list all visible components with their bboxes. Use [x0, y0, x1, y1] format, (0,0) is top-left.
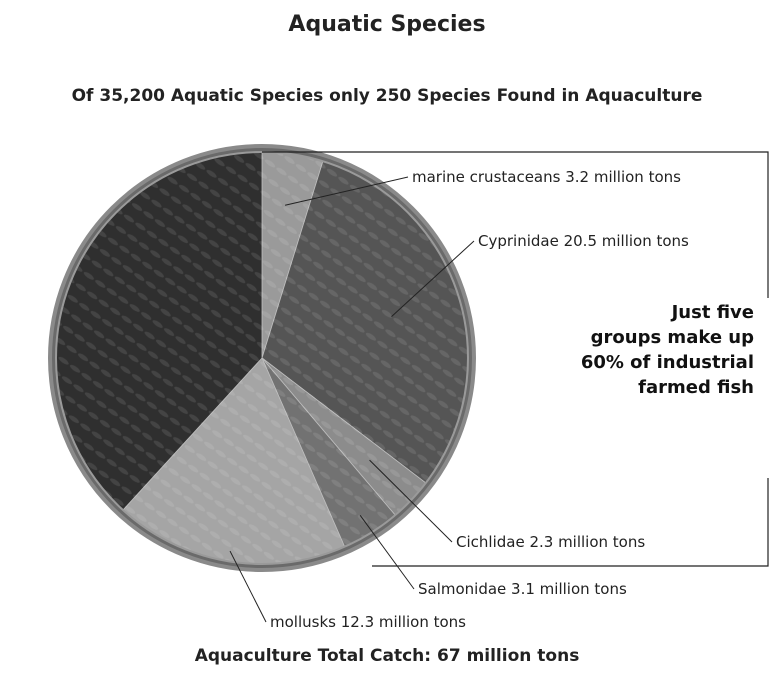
slice-label: marine crustaceans 3.2 million tons — [412, 168, 681, 186]
slice-label: Salmonidae 3.1 million tons — [418, 580, 627, 598]
slice-label: Cyprinidae 20.5 million tons — [478, 232, 689, 250]
leader-line — [284, 176, 409, 206]
leader-line — [391, 240, 475, 317]
callout-bracket — [262, 151, 769, 567]
leader-line — [229, 550, 267, 623]
callout-line: Just five — [671, 302, 754, 323]
callout-line: groups make up — [590, 327, 754, 348]
callout-line: farmed fish — [638, 377, 754, 398]
callout-line: 60% of industrial — [580, 352, 754, 373]
chart-subtitle: Of 35,200 Aquatic Species only 250 Speci… — [71, 86, 703, 106]
slice-label: mollusks 12.3 million tons — [270, 613, 466, 631]
page-title: Aquatic Species — [288, 12, 486, 37]
leader-line — [359, 514, 415, 590]
leader-line — [369, 459, 453, 543]
pie-texture — [56, 152, 468, 564]
slice-label: Cichlidae 2.3 million tons — [456, 533, 645, 551]
chart-footer: Aquaculture Total Catch: 67 million tons — [194, 646, 580, 666]
callout-text: Just five groups make up 60% of industri… — [554, 300, 754, 400]
